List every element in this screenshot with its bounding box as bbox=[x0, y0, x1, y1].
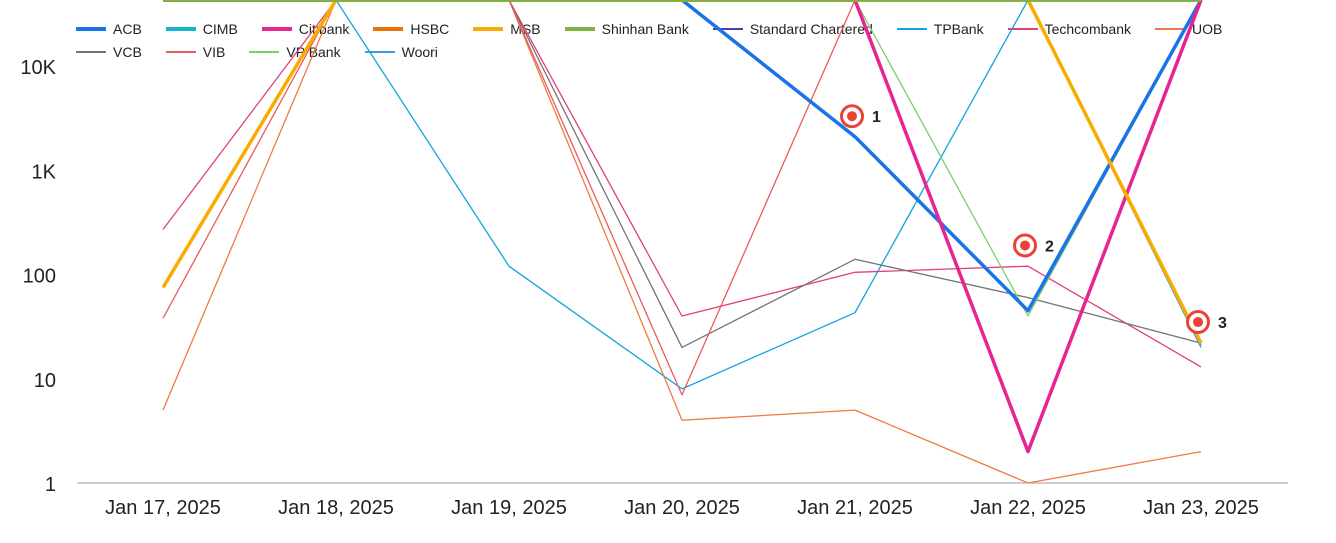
legend-item-uob[interactable]: UOB bbox=[1155, 21, 1222, 37]
series-vp-bank[interactable] bbox=[163, 0, 1202, 317]
legend-item-vib[interactable]: VIB bbox=[165, 43, 226, 60]
x-tick-label: Jan 20, 2025 bbox=[624, 497, 740, 519]
series-vcb[interactable] bbox=[163, 0, 1202, 349]
legend-label: VIB bbox=[202, 43, 226, 60]
annotation-marker[interactable]: 1 bbox=[840, 104, 882, 129]
series-tpbank[interactable] bbox=[163, 0, 1202, 390]
legend-swatch bbox=[896, 27, 927, 30]
legend-swatch bbox=[373, 26, 404, 31]
legend-label: VCB bbox=[113, 43, 142, 60]
annotation-marker[interactable]: 2 bbox=[1013, 233, 1055, 258]
legend-swatch bbox=[249, 50, 280, 53]
legend-item-hsbc[interactable]: HSBC bbox=[373, 21, 449, 37]
annotation-dot bbox=[1193, 317, 1203, 328]
series-line-vp-bank[interactable] bbox=[163, 0, 1202, 317]
legend-item-standard-chartered[interactable]: Standard Chartered bbox=[712, 20, 873, 37]
series-uob[interactable] bbox=[162, 0, 1202, 483]
annotation-marker[interactable]: 3 bbox=[1186, 310, 1228, 335]
x-tick-label: Jan 18, 2025 bbox=[278, 497, 394, 519]
series-line-tpbank[interactable] bbox=[163, 0, 1202, 390]
x-tick-label: Jan 19, 2025 bbox=[451, 497, 567, 519]
legend-item-tpbank[interactable]: TPBank bbox=[896, 20, 984, 37]
legend-label: ACB bbox=[113, 20, 142, 37]
series-line-msb[interactable] bbox=[161, 0, 1203, 344]
legend-label: Techcombank bbox=[1044, 20, 1131, 37]
legend-item-woori[interactable]: Woori bbox=[364, 43, 438, 60]
x-tick-label: Jan 22, 2025 bbox=[970, 497, 1086, 519]
annotation-dot bbox=[847, 111, 857, 122]
y-tick-label: 10K bbox=[20, 57, 56, 79]
series-line-vcb[interactable] bbox=[163, 0, 1202, 349]
legend-item-acb[interactable]: ACB bbox=[76, 21, 142, 37]
series-citibank[interactable] bbox=[163, 0, 1203, 454]
y-tick-label: 1K bbox=[32, 161, 57, 183]
series-line-acb[interactable] bbox=[163, 0, 1203, 313]
legend-label: MSB bbox=[510, 20, 541, 37]
annotation-label: 2 bbox=[1045, 238, 1054, 255]
legend-swatch bbox=[364, 50, 395, 53]
series-line-uob[interactable] bbox=[162, 0, 1202, 483]
legend-item-shinhan-bank[interactable]: Shinhan Bank bbox=[564, 20, 689, 37]
x-tick-label: Jan 21, 2025 bbox=[797, 497, 913, 519]
legend-swatch bbox=[165, 50, 196, 53]
legend-label: Woori bbox=[401, 43, 438, 60]
series-line-citibank[interactable] bbox=[163, 0, 1203, 454]
series-acb[interactable] bbox=[163, 0, 1203, 313]
legend-item-techcombank[interactable]: Techcombank bbox=[1007, 20, 1131, 37]
legend-item-cimb[interactable]: CIMB bbox=[165, 20, 238, 37]
series-line-vib[interactable] bbox=[162, 0, 1201, 396]
y-tick-label: 1 bbox=[45, 474, 56, 496]
legend-row: ACB CIMB Citibank HSBC MSB Shinhan Bank Standa… bbox=[76, 17, 1306, 40]
legend-label: CIMB bbox=[202, 20, 238, 37]
legend-item-vcb[interactable]: VCB bbox=[76, 44, 142, 60]
annotation-label: 3 bbox=[1218, 315, 1227, 332]
series-woori[interactable] bbox=[163, 0, 1202, 346]
series-line-techcombank[interactable] bbox=[162, 0, 1202, 368]
y-tick-label: 10 bbox=[34, 370, 56, 392]
annotation-dot bbox=[1020, 240, 1030, 251]
x-tick-label: Jan 23, 2025 bbox=[1143, 497, 1259, 519]
legend-swatch bbox=[564, 26, 595, 31]
y-tick-label: 100 bbox=[23, 266, 56, 288]
series-line-woori[interactable] bbox=[163, 0, 1202, 346]
legend-label: UOB bbox=[1192, 20, 1223, 37]
legend-item-msb[interactable]: MSB bbox=[473, 20, 541, 37]
annotation-label: 1 bbox=[872, 109, 881, 126]
legend-label: HSBC bbox=[410, 20, 450, 37]
legend-swatch bbox=[261, 26, 292, 31]
legend-swatch bbox=[712, 27, 743, 30]
legend-swatch bbox=[76, 26, 106, 31]
legend-label: Standard Chartered bbox=[749, 20, 873, 37]
legend-swatch bbox=[76, 50, 106, 53]
series-msb[interactable] bbox=[161, 0, 1203, 344]
legend-label: TPBank bbox=[933, 20, 984, 37]
series-techcombank[interactable] bbox=[162, 0, 1202, 368]
series-vib[interactable] bbox=[162, 0, 1201, 396]
legend-swatch bbox=[1155, 27, 1185, 30]
legend-swatch bbox=[165, 26, 196, 31]
chart-legend: ACB CIMB Citibank HSBC MSB Shinhan Bank Standa… bbox=[76, 17, 1306, 63]
x-tick-label: Jan 17, 2025 bbox=[105, 497, 221, 519]
legend-swatch bbox=[1007, 27, 1038, 30]
legend-swatch bbox=[473, 26, 504, 31]
legend-label: Shinhan Bank bbox=[601, 20, 689, 37]
